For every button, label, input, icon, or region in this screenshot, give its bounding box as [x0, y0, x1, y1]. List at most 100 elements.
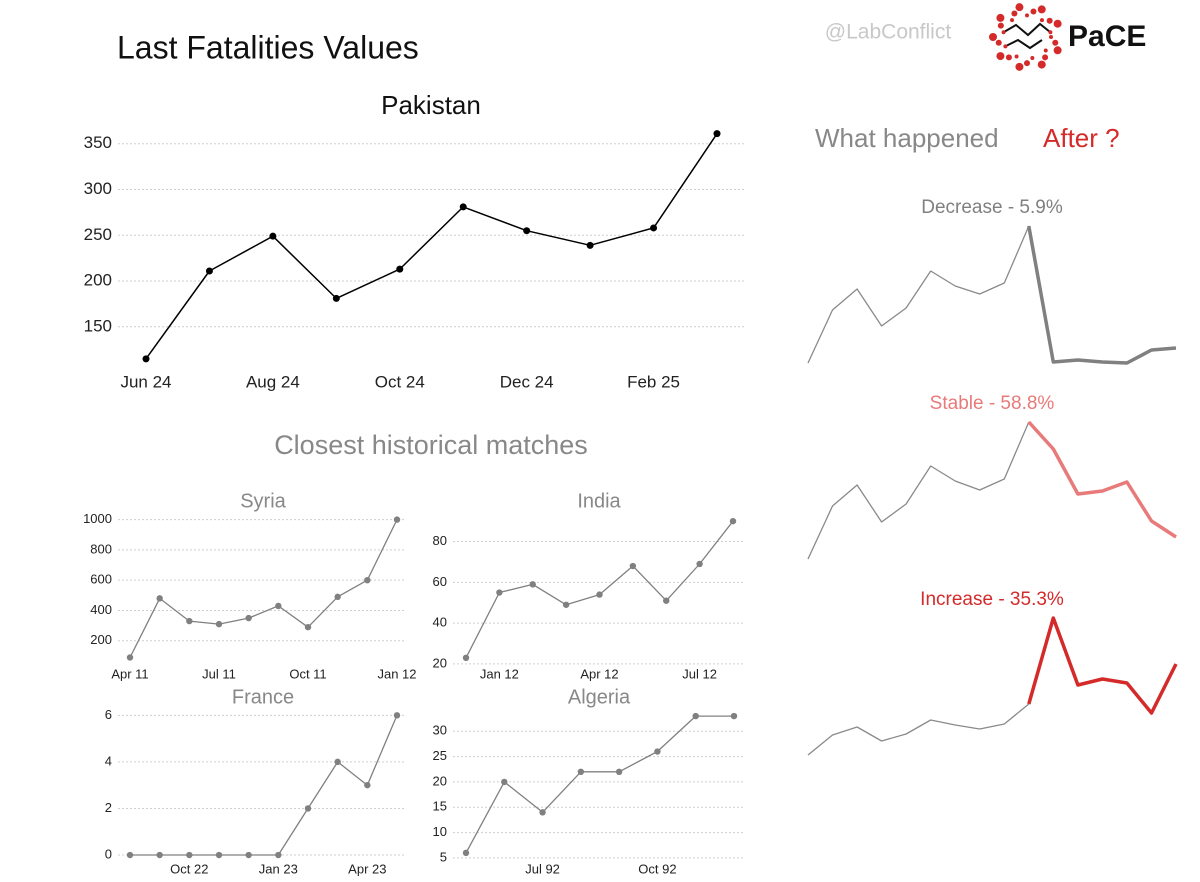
series-line — [145, 133, 718, 360]
x-tick-label: Jul 12 — [682, 666, 717, 681]
logo-dot — [1052, 39, 1059, 46]
x-tick-label: Apr 23 — [348, 861, 386, 876]
data-point — [615, 768, 623, 775]
x-tick-label: Oct 24 — [375, 372, 425, 391]
data-point — [529, 581, 536, 588]
logo-dot — [989, 33, 997, 41]
data-point — [126, 654, 134, 661]
logo-dot — [1005, 54, 1012, 61]
y-tick-label: 250 — [84, 225, 112, 244]
y-tick-label: 10 — [433, 824, 447, 839]
data-point — [663, 597, 670, 604]
series-line — [1027, 616, 1178, 715]
data-point — [245, 851, 252, 859]
logo-dot — [1048, 30, 1053, 35]
logo-dot — [1043, 48, 1048, 53]
data-point — [304, 805, 312, 812]
x-tick-label: Jul 92 — [525, 861, 560, 876]
series-line — [807, 703, 1030, 756]
chart-title: Algeria — [568, 686, 631, 708]
data-point — [577, 768, 585, 775]
data-point — [650, 224, 658, 232]
data-point — [334, 758, 341, 766]
logo-dot — [1030, 56, 1035, 61]
data-point — [729, 517, 737, 525]
logo-dot — [1001, 30, 1006, 35]
y-tick-label: 150 — [84, 316, 112, 335]
y-tick-label: 800 — [90, 541, 112, 556]
data-point — [713, 130, 721, 138]
logo-dot — [1037, 5, 1046, 14]
x-tick-label: Aug 24 — [246, 372, 300, 391]
data-point — [496, 589, 503, 596]
data-point — [596, 591, 603, 598]
data-point — [275, 851, 282, 859]
data-point — [186, 617, 193, 625]
data-point — [334, 593, 341, 601]
logo-dot — [1030, 8, 1037, 15]
x-tick-label: Apr 12 — [580, 666, 618, 681]
logo-dot — [1003, 44, 1008, 49]
logo-dot — [1025, 13, 1029, 18]
x-tick-label: Oct 92 — [638, 861, 676, 876]
y-tick-label: 20 — [433, 655, 447, 670]
logo-dot — [1049, 35, 1053, 39]
logo-dot — [997, 22, 1004, 29]
data-point — [696, 560, 703, 568]
series-line — [1027, 420, 1177, 539]
logo-dot — [1015, 3, 1024, 12]
data-point — [501, 778, 508, 786]
logo — [989, 3, 1062, 71]
data-point — [269, 232, 277, 240]
logo-dot — [1037, 60, 1046, 69]
data-point — [205, 267, 213, 275]
data-point — [304, 623, 312, 631]
logo-line — [1005, 38, 1043, 50]
x-tick-label: Oct 11 — [289, 666, 326, 681]
series-line — [465, 715, 734, 854]
data-point — [393, 516, 401, 523]
y-tick-label: 25 — [433, 748, 447, 763]
x-tick-label: Jan 12 — [480, 666, 519, 681]
y-tick-label: 20 — [433, 773, 447, 788]
logo-dot — [1011, 10, 1018, 17]
data-point — [393, 712, 401, 719]
data-point — [396, 265, 404, 273]
logo-dot — [1042, 54, 1049, 61]
data-point — [126, 851, 134, 859]
y-tick-label: 350 — [84, 133, 112, 152]
y-tick-label: 400 — [90, 602, 112, 617]
logo-dot — [1039, 18, 1044, 23]
x-tick-label: Apr 11 — [111, 666, 148, 681]
y-tick-label: 2 — [105, 800, 112, 815]
chart-title: Decrease - 5.9% — [921, 197, 1063, 218]
data-point — [275, 602, 282, 610]
series-line — [130, 715, 398, 856]
y-tick-label: 200 — [84, 271, 112, 290]
chart-title: Syria — [240, 490, 286, 512]
outlook-heading: What happened — [815, 123, 999, 153]
x-tick-label: Jun 24 — [120, 372, 171, 391]
data-point — [459, 203, 467, 211]
x-tick-label: Jul 11 — [202, 666, 236, 681]
x-tick-label: Oct 22 — [170, 861, 208, 876]
x-tick-label: Dec 24 — [500, 372, 554, 391]
y-tick-label: 200 — [90, 632, 112, 647]
y-tick-label: 4 — [105, 753, 112, 768]
section-heading: Closest historical matches — [274, 430, 588, 460]
data-point — [364, 781, 371, 789]
page-title: Last Fatalities Values — [117, 29, 419, 65]
data-point — [156, 851, 163, 859]
chart-title: India — [577, 490, 621, 512]
data-point — [692, 712, 699, 720]
data-point — [586, 241, 594, 249]
logo-dot — [1014, 54, 1019, 59]
logo-dot — [1010, 18, 1015, 23]
series-line — [807, 225, 1030, 364]
chart-title: Pakistan — [381, 90, 481, 120]
series-line — [129, 519, 398, 658]
y-tick-label: 30 — [433, 723, 447, 738]
outlook-highlight: After ? — [1043, 123, 1120, 153]
